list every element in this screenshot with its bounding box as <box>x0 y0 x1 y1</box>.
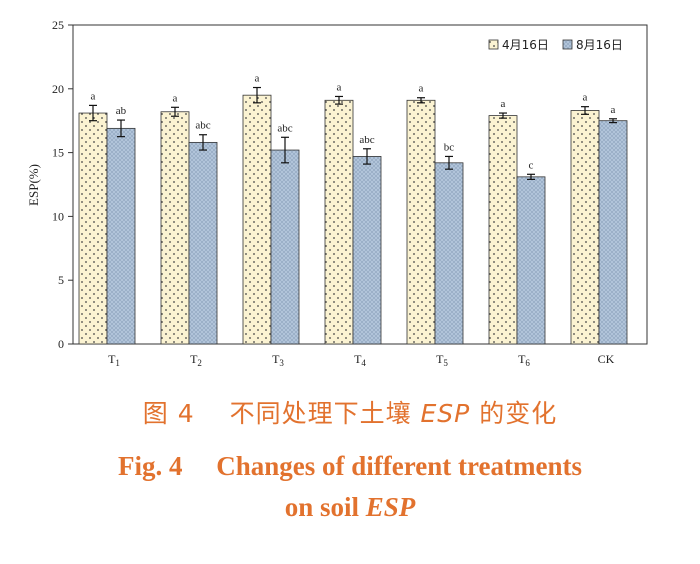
y-tick-label: 20 <box>52 82 64 96</box>
bar-t3-s2 <box>270 149 300 345</box>
significance-letter: a <box>583 92 588 104</box>
significance-letter: abc <box>359 134 374 146</box>
y-axis: 0 5 10 15 20 25 <box>52 18 73 351</box>
significance-letter: c <box>529 159 534 171</box>
significance-letter: abc <box>195 120 210 132</box>
bar-t4-s1 <box>324 99 354 345</box>
significance-letter: a <box>419 83 424 95</box>
legend: 4月16日 8月16日 <box>488 38 623 52</box>
bar-ck-s1 <box>570 110 600 345</box>
significance-letter: a <box>611 104 616 116</box>
bar-t1-s2 <box>106 127 136 345</box>
y-tick-label: 5 <box>58 273 64 287</box>
bar-ck-s2 <box>598 120 628 345</box>
x-tick-label: T6 <box>518 352 530 368</box>
x-tick-label: T5 <box>436 352 448 368</box>
bar-t5-s1 <box>406 99 436 345</box>
x-tick-label: CK <box>598 352 615 366</box>
bar-t5-s2 <box>434 162 464 345</box>
legend-swatch-1 <box>488 39 499 50</box>
legend-label-1: 4月16日 <box>502 38 549 52</box>
bar-t6-s2 <box>516 176 546 345</box>
x-tick-label: T4 <box>354 352 366 368</box>
y-tick-label: 25 <box>52 18 64 32</box>
legend-swatch-2 <box>562 39 573 50</box>
significance-letter: bc <box>444 141 455 153</box>
caption-english-line2: on soil ESP <box>284 492 416 522</box>
x-tick-label: T1 <box>108 352 120 368</box>
significance-letter: a <box>91 90 96 102</box>
bar-t4-s2 <box>352 156 382 345</box>
y-tick-label: 0 <box>58 337 64 351</box>
bar-t2-s2 <box>188 141 218 345</box>
bar-t3-s1 <box>242 94 272 345</box>
significance-letter: ab <box>116 105 127 117</box>
significance-letter: abc <box>277 122 292 134</box>
significance-letter: a <box>173 92 178 104</box>
y-axis-label: ESP(%) <box>26 164 41 206</box>
caption-chinese: 图 4 不同处理下土壤 ESP 的变化 <box>142 399 558 428</box>
y-tick-label: 10 <box>52 209 64 223</box>
x-tick-label: T3 <box>272 352 284 368</box>
bar-t6-s1 <box>488 115 518 345</box>
caption-english-line1: Fig. 4 Changes of different treatments <box>118 451 582 481</box>
x-tick-label: T2 <box>190 352 202 368</box>
legend-label-2: 8月16日 <box>576 38 623 52</box>
significance-letter: a <box>501 98 506 110</box>
x-axis: T1 T2 T3 T4 T5 T6 CK <box>108 352 615 368</box>
bar-t1-s1 <box>78 112 108 345</box>
significance-letter: a <box>337 81 342 93</box>
significance-letter: a <box>255 73 260 85</box>
y-tick-label: 15 <box>52 146 64 160</box>
bar-t2-s1 <box>160 111 190 345</box>
